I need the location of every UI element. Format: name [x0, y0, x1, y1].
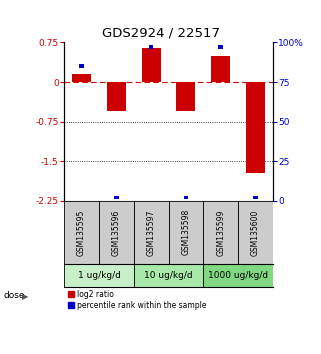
Bar: [134, 201, 169, 264]
Bar: [64, 264, 134, 287]
Text: 1 ug/kg/d: 1 ug/kg/d: [78, 271, 120, 280]
Text: GSM135596: GSM135596: [112, 209, 121, 256]
Bar: [203, 264, 273, 287]
Text: GSM135598: GSM135598: [181, 209, 190, 256]
Text: GDS2924 / 22517: GDS2924 / 22517: [101, 27, 220, 40]
Bar: [134, 264, 203, 287]
Text: dose: dose: [3, 291, 25, 300]
Legend: log2 ratio, percentile rank within the sample: log2 ratio, percentile rank within the s…: [68, 290, 207, 309]
Text: GSM135595: GSM135595: [77, 209, 86, 256]
Text: GSM135599: GSM135599: [216, 209, 225, 256]
Bar: [114, 196, 119, 199]
Bar: [72, 74, 91, 82]
Text: 1000 ug/kg/d: 1000 ug/kg/d: [208, 271, 268, 280]
Bar: [218, 45, 223, 49]
Bar: [253, 196, 258, 199]
Text: 10 ug/kg/d: 10 ug/kg/d: [144, 271, 193, 280]
Bar: [211, 56, 230, 82]
Bar: [107, 82, 126, 111]
Text: GSM135597: GSM135597: [147, 209, 156, 256]
Text: ▶: ▶: [22, 292, 28, 301]
Bar: [184, 196, 188, 199]
Text: GSM135600: GSM135600: [251, 209, 260, 256]
Bar: [246, 82, 265, 173]
Bar: [169, 201, 203, 264]
Bar: [64, 201, 99, 264]
Bar: [99, 201, 134, 264]
Bar: [79, 64, 84, 68]
Bar: [238, 201, 273, 264]
Bar: [149, 45, 153, 49]
Bar: [176, 82, 195, 111]
Bar: [142, 48, 161, 82]
Bar: [203, 201, 238, 264]
